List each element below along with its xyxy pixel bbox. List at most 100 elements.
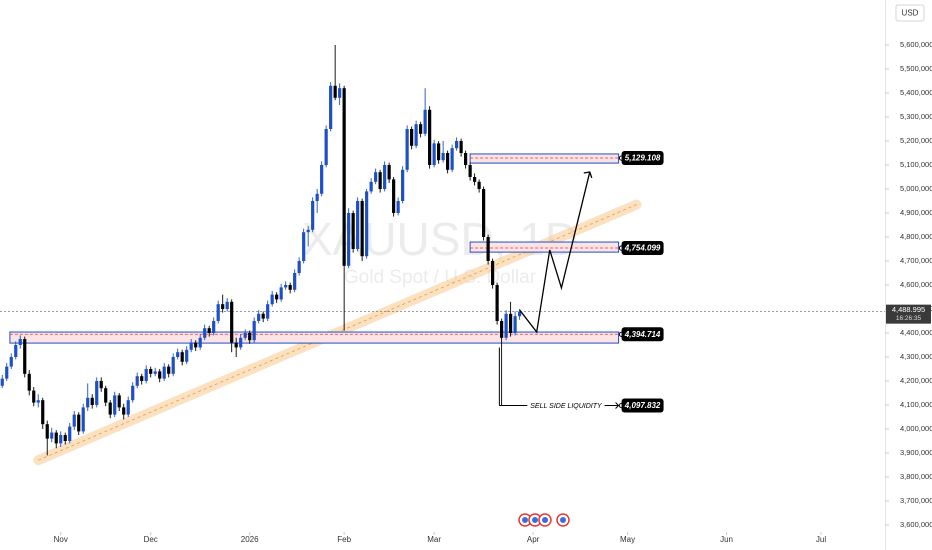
candle-body xyxy=(27,373,31,391)
candle-body xyxy=(288,285,292,290)
candle-body xyxy=(311,201,315,230)
candle-body xyxy=(450,148,454,170)
candle-body xyxy=(468,165,472,177)
overlays: 5,129.108 4,754.099 4,394.714 SELL SIDE LIQ… xyxy=(519,151,664,413)
candle-body xyxy=(405,129,409,170)
candle-body xyxy=(113,395,117,415)
zone xyxy=(469,153,620,164)
candle-body xyxy=(243,333,247,338)
candle-body xyxy=(207,328,211,333)
candle-body xyxy=(302,232,306,261)
candle-body xyxy=(320,165,324,194)
candle-body xyxy=(351,213,355,249)
candle-body xyxy=(140,376,144,381)
level-label: 4,394.714 xyxy=(624,330,661,339)
event-icon-flag xyxy=(532,517,538,523)
candle-body xyxy=(432,143,436,165)
candle-body xyxy=(446,153,450,170)
x-tick-label: May xyxy=(620,535,635,544)
candle-body xyxy=(95,381,99,405)
projection-arrowhead xyxy=(583,171,593,179)
level-label-box xyxy=(621,151,664,166)
candle-body xyxy=(99,381,103,389)
candle-body xyxy=(423,109,427,134)
axes: USD 3,600,000 3,700,000 3,800,000 3,900,000… xyxy=(54,4,932,544)
y-tick-label: 4,800,000 xyxy=(900,232,932,241)
candle-body xyxy=(77,414,81,432)
candle-body xyxy=(513,316,517,333)
candle-body xyxy=(248,333,252,341)
candle-body xyxy=(171,357,175,374)
y-tick-label: 5,100,000 xyxy=(900,160,932,169)
level-label: 5,129.108 xyxy=(625,154,661,163)
candle-body xyxy=(185,349,189,362)
candle-body xyxy=(239,337,243,348)
candle-body xyxy=(437,143,441,161)
level-label: 4,754.099 xyxy=(624,244,661,253)
candle-body xyxy=(401,169,405,201)
x-tick-label: Mar xyxy=(427,535,441,544)
candle-body xyxy=(149,369,153,374)
candle-body xyxy=(32,390,36,403)
candle-body xyxy=(428,109,432,165)
candle-body xyxy=(315,193,319,201)
zone xyxy=(469,241,620,253)
candle-body xyxy=(198,337,202,348)
candle-body xyxy=(203,328,207,338)
candle-body xyxy=(194,342,198,348)
candle-body xyxy=(347,213,351,266)
currency-button[interactable] xyxy=(895,4,925,22)
candle-body xyxy=(131,385,135,401)
candle-body xyxy=(176,352,180,357)
candle-body xyxy=(81,407,85,432)
x-tick-label: Feb xyxy=(337,535,351,544)
candle-body xyxy=(414,124,418,146)
candle-body xyxy=(162,366,166,379)
candle-body xyxy=(342,88,346,266)
candle-body xyxy=(167,366,171,374)
candle-body xyxy=(0,378,4,386)
y-tick-label: 3,700,000 xyxy=(900,496,932,505)
candle-body xyxy=(495,285,499,321)
candle-body xyxy=(9,357,13,367)
x-tick-label: 2026 xyxy=(241,535,259,544)
candle-body xyxy=(419,124,423,134)
candle-body xyxy=(509,313,513,333)
liquidity-text: SELL SIDE LIQUIDITY xyxy=(530,403,603,410)
candle-body xyxy=(5,366,9,379)
candle-body xyxy=(225,301,229,309)
y-tick-label: 5,500,000 xyxy=(900,64,932,73)
candle-body xyxy=(216,304,220,321)
candle-body xyxy=(234,342,238,348)
event-icon-flag xyxy=(542,517,548,523)
y-tick-label: 4,200,000 xyxy=(900,376,932,385)
x-tick-label: Jun xyxy=(720,535,733,544)
candle-body xyxy=(45,424,49,439)
current-price-label: 4,488.995 xyxy=(892,305,925,314)
y-tick-label: 4,000,000 xyxy=(900,424,932,433)
level-label: 4,097.832 xyxy=(624,401,661,410)
candle-body xyxy=(72,414,76,427)
candle-body xyxy=(221,304,225,309)
y-tick-label: 5,600,000 xyxy=(900,40,932,49)
candle-body xyxy=(36,400,40,403)
x-tick-label: Nov xyxy=(54,535,68,544)
candle-body xyxy=(491,261,495,285)
x-tick-label: Jul xyxy=(816,535,826,544)
current-price-box xyxy=(886,304,931,324)
candle-body xyxy=(68,426,72,441)
candle-body xyxy=(369,181,373,192)
candle-body xyxy=(108,402,112,415)
candle-body xyxy=(284,285,288,288)
candle-body xyxy=(365,191,369,257)
candle-body xyxy=(261,313,265,319)
candle-body xyxy=(455,141,459,149)
candle-body xyxy=(144,369,148,381)
candle-body xyxy=(324,129,328,165)
drawings xyxy=(0,153,885,466)
candle-body xyxy=(360,201,364,257)
event-icon-flag xyxy=(522,517,528,523)
candle-body xyxy=(117,395,121,408)
candle-body xyxy=(14,345,18,357)
